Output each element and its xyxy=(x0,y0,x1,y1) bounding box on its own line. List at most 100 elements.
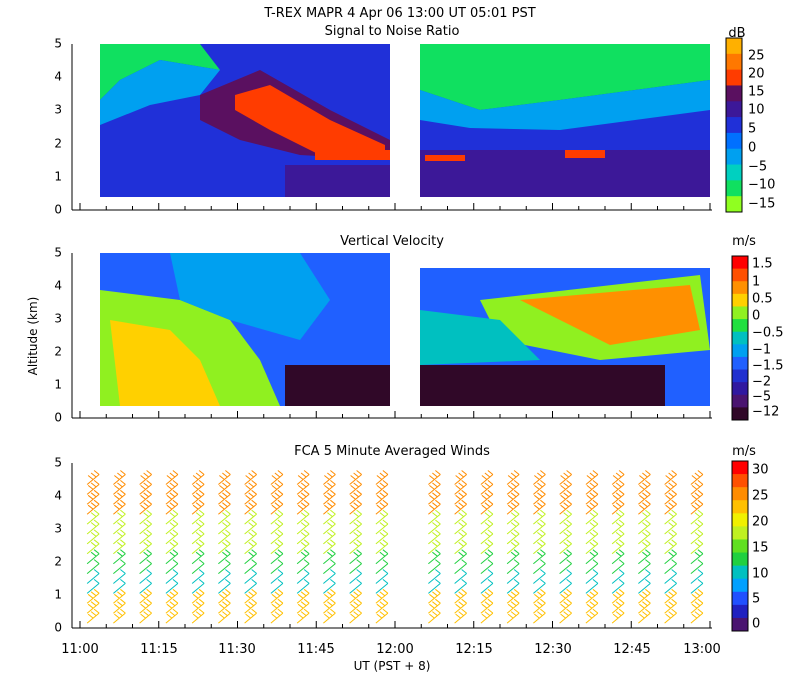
colorbar-swatch xyxy=(732,539,748,554)
vv-sink-left xyxy=(285,365,390,406)
wind-barb xyxy=(218,509,231,525)
wind-barb xyxy=(506,598,520,614)
wind-barb xyxy=(585,569,599,584)
wind-barb xyxy=(664,509,677,525)
wind-barb xyxy=(585,470,599,485)
wind-barb xyxy=(506,529,520,545)
wind-barb xyxy=(559,519,572,535)
wind-barb xyxy=(506,559,520,574)
wind-barb xyxy=(139,549,152,565)
wind-barb xyxy=(611,539,625,555)
wind-barb xyxy=(559,499,572,515)
wind-barb xyxy=(165,499,179,515)
wind-barb xyxy=(113,539,126,555)
wind-barb xyxy=(454,569,467,584)
wind-barb xyxy=(533,489,546,505)
wind-barb xyxy=(480,539,494,555)
wind-barb xyxy=(296,499,310,515)
vv-cb-label-0.5: 0.5 xyxy=(752,292,773,307)
wind-barb xyxy=(533,529,546,545)
wind-cb-label-0: 0 xyxy=(752,617,760,632)
wind-barb xyxy=(480,509,494,525)
wind-barb xyxy=(218,588,231,604)
colorbar-frame xyxy=(731,255,749,421)
vv-warm-left xyxy=(110,320,220,406)
wind-barb xyxy=(533,559,546,574)
wind-barb xyxy=(218,549,231,565)
wind-barb xyxy=(165,579,179,594)
colorbar-swatch xyxy=(732,591,748,606)
wind-barb xyxy=(139,569,152,584)
snr-y-tick-labels: 0 1 2 3 4 5 xyxy=(54,37,62,217)
wind-barbs xyxy=(86,470,704,624)
colorbar-swatch xyxy=(732,319,748,333)
wind-barb xyxy=(244,539,257,555)
wind-barb xyxy=(165,588,179,604)
wind-barb xyxy=(244,480,257,495)
wind-barb xyxy=(244,608,257,624)
wind-barb xyxy=(480,519,494,535)
wind-barb xyxy=(428,499,441,515)
wind-barb xyxy=(480,559,494,574)
wind-barb xyxy=(349,529,362,545)
vv-cyan-left xyxy=(170,253,330,340)
wind-barb xyxy=(349,489,362,505)
wind-barb xyxy=(270,489,284,505)
x-tick-1230: 12:30 xyxy=(534,642,571,657)
colorbar-swatch xyxy=(732,281,748,295)
wind-barb xyxy=(218,470,231,485)
wind-barb xyxy=(559,509,572,525)
wind-barb xyxy=(690,579,704,594)
wind-barb xyxy=(244,470,257,485)
wind-barb xyxy=(428,559,441,574)
wind-barb xyxy=(349,470,362,485)
wind-barb xyxy=(506,608,520,624)
snr-cb-label-15: 15 xyxy=(748,85,765,100)
wind-barb xyxy=(139,598,152,614)
wind-y-tick-4: 4 xyxy=(54,489,62,503)
wind-barb xyxy=(296,489,310,505)
x-tick-1300: 13:00 xyxy=(683,642,720,657)
vv-y-tick-4: 4 xyxy=(54,279,62,293)
wind-barb xyxy=(454,489,467,505)
wind-barb xyxy=(375,470,389,485)
snr-y-tick-4: 4 xyxy=(54,70,62,84)
vv-cb-label-m5: −5 xyxy=(752,390,771,405)
wind-barb xyxy=(480,499,494,515)
wind-barb xyxy=(690,499,704,515)
wind-barb xyxy=(165,489,179,505)
wind-barb xyxy=(113,529,126,545)
wind-barb xyxy=(165,529,179,545)
wind-barb xyxy=(454,539,467,555)
wind-barb xyxy=(191,608,205,624)
wind-barb xyxy=(480,480,494,495)
wind-barb xyxy=(506,470,520,485)
wind-barb xyxy=(664,598,677,614)
wind-barb xyxy=(585,480,599,495)
wind-barb xyxy=(323,489,336,505)
wind-barb xyxy=(611,569,625,584)
wind-barb xyxy=(611,598,625,614)
wind-barb xyxy=(323,529,336,545)
wind-y-tick-3: 3 xyxy=(54,522,62,536)
wind-barb xyxy=(349,608,362,624)
colorbar-swatch xyxy=(732,394,748,408)
wind-barb xyxy=(270,529,284,545)
wind-barb xyxy=(165,519,179,535)
wind-barb xyxy=(218,480,231,495)
colorbar-swatch xyxy=(732,513,748,527)
wind-barb xyxy=(690,559,704,574)
x-tick-labels: 11:00 11:15 11:30 11:45 12:00 12:15 12:3… xyxy=(61,642,720,657)
wind-barb xyxy=(349,598,362,614)
snr-strong-layer-right-a xyxy=(425,155,465,161)
wind-barb xyxy=(191,588,205,604)
wind-barb xyxy=(375,588,389,604)
wind-barb xyxy=(559,608,572,624)
wind-barb xyxy=(533,480,546,495)
wind-barb xyxy=(113,489,126,505)
wind-barb xyxy=(218,489,231,505)
wind-barb xyxy=(690,489,704,505)
wind-barb xyxy=(638,598,651,614)
wind-barb xyxy=(375,539,389,555)
wind-barb xyxy=(349,559,362,574)
